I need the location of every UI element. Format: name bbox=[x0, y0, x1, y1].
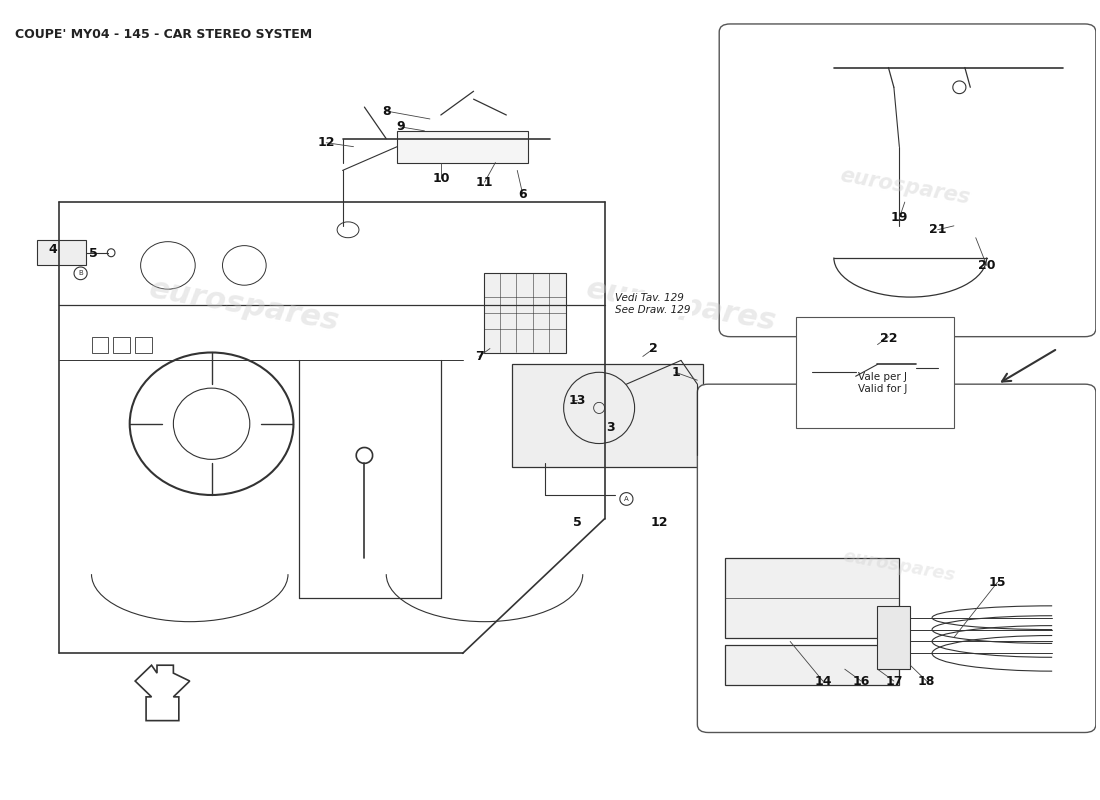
Bar bbox=[91, 337, 108, 353]
Text: 15: 15 bbox=[989, 575, 1006, 589]
Text: 3: 3 bbox=[606, 422, 615, 434]
Text: A: A bbox=[624, 496, 629, 502]
Text: Vale per J
Valid for J: Vale per J Valid for J bbox=[858, 372, 907, 394]
Text: eurospares: eurospares bbox=[842, 547, 957, 585]
FancyBboxPatch shape bbox=[697, 384, 1096, 733]
Text: 6: 6 bbox=[518, 188, 527, 201]
Text: 1: 1 bbox=[671, 366, 680, 378]
Text: 17: 17 bbox=[886, 674, 903, 687]
Text: 20: 20 bbox=[978, 259, 996, 272]
Text: eurospares: eurospares bbox=[838, 165, 971, 207]
Text: eurospares: eurospares bbox=[584, 274, 779, 336]
Text: 16: 16 bbox=[852, 674, 870, 687]
Bar bbox=[397, 131, 528, 162]
FancyBboxPatch shape bbox=[795, 317, 954, 428]
Text: 21: 21 bbox=[928, 223, 946, 236]
Text: 12: 12 bbox=[318, 136, 336, 150]
Bar bbox=[484, 274, 566, 353]
Text: Vedi Tav. 129
See Draw. 129: Vedi Tav. 129 See Draw. 129 bbox=[616, 293, 691, 314]
Text: 4: 4 bbox=[48, 243, 57, 256]
Text: 5: 5 bbox=[89, 247, 98, 260]
Bar bbox=[878, 606, 910, 669]
Text: 10: 10 bbox=[432, 172, 450, 185]
Bar bbox=[113, 337, 130, 353]
Text: B: B bbox=[78, 270, 82, 276]
FancyBboxPatch shape bbox=[512, 364, 703, 467]
FancyBboxPatch shape bbox=[719, 24, 1096, 337]
Text: 19: 19 bbox=[891, 211, 908, 225]
Text: 13: 13 bbox=[569, 394, 586, 406]
Text: 8: 8 bbox=[382, 105, 390, 118]
Text: 11: 11 bbox=[475, 176, 493, 189]
Text: 7: 7 bbox=[475, 350, 483, 363]
Text: 14: 14 bbox=[814, 674, 832, 687]
Bar bbox=[725, 646, 900, 685]
Bar bbox=[725, 558, 900, 638]
Text: 18: 18 bbox=[917, 674, 935, 687]
Text: 2: 2 bbox=[649, 342, 658, 355]
Text: 22: 22 bbox=[880, 332, 898, 345]
Text: 5: 5 bbox=[573, 516, 582, 530]
Text: 9: 9 bbox=[396, 120, 405, 134]
Text: COUPE' MY04 - 145 - CAR STEREO SYSTEM: COUPE' MY04 - 145 - CAR STEREO SYSTEM bbox=[15, 28, 312, 41]
Text: 12: 12 bbox=[650, 516, 668, 530]
Text: eurospares: eurospares bbox=[147, 274, 342, 336]
Bar bbox=[37, 240, 86, 266]
Bar bbox=[135, 337, 152, 353]
Polygon shape bbox=[135, 666, 189, 721]
